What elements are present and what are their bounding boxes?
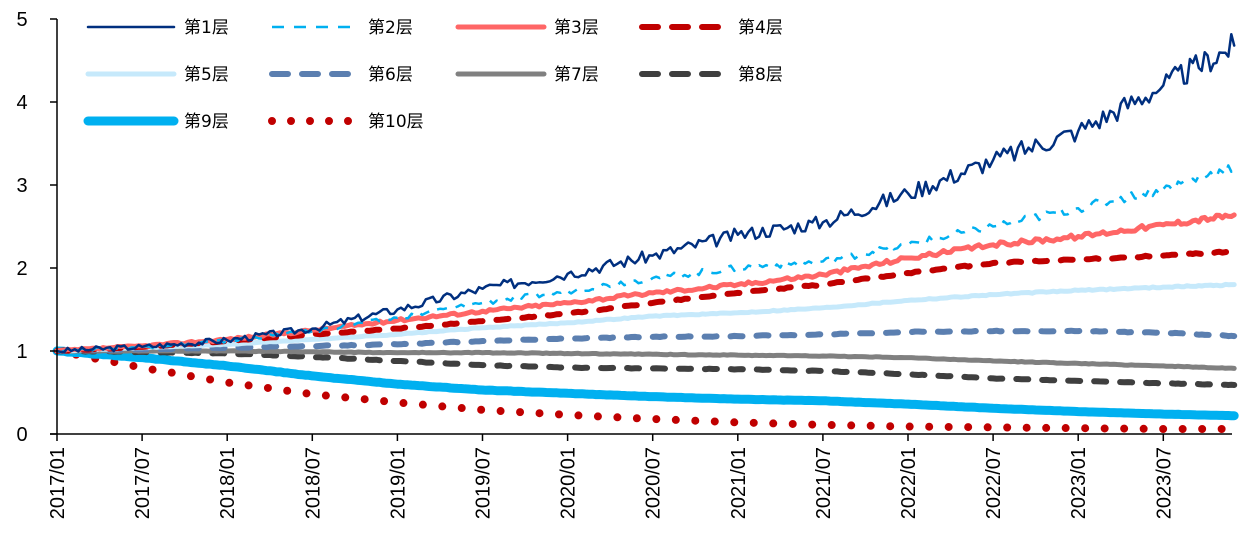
legend-label: 第7层 — [554, 65, 599, 85]
legend-item-6: 第6层 — [269, 65, 413, 85]
series-line-1 — [55, 32, 1236, 354]
series-line-2 — [56, 164, 1236, 354]
x-tick-label: 2023/07 — [1153, 447, 1175, 519]
y-tick-label: 5 — [16, 9, 27, 31]
x-tick-label: 2021/07 — [813, 447, 835, 519]
legend-label: 第10层 — [368, 112, 424, 132]
legend-label: 第3层 — [554, 18, 599, 38]
legend-item-5: 第5层 — [85, 65, 229, 85]
series-line-5 — [54, 281, 1237, 354]
series-layer — [52, 32, 1239, 433]
legend-item-7: 第7层 — [455, 65, 599, 85]
x-tick-label: 2023/01 — [1068, 447, 1090, 519]
legend-label: 第1层 — [184, 18, 229, 38]
legend-item-1: 第1层 — [86, 18, 229, 38]
x-tick-label: 2018/07 — [302, 447, 324, 519]
x-tick-label: 2021/01 — [728, 447, 750, 519]
x-tick-label: 2017/07 — [132, 447, 154, 519]
x-tick-label: 2018/01 — [217, 447, 239, 519]
x-tick-label: 2020/07 — [643, 447, 665, 519]
legend-item-10: 第10层 — [268, 112, 424, 132]
x-tick-label: 2019/01 — [387, 447, 409, 519]
x-tick-label: 2017/01 — [47, 447, 69, 519]
y-ticks: 0 1 2 3 4 5 — [16, 9, 57, 446]
series-line-8 — [54, 347, 1238, 388]
legend-item-8: 第8层 — [639, 65, 783, 85]
legend-label: 第4层 — [738, 18, 783, 38]
series-line-3 — [54, 212, 1237, 354]
legend-item-2: 第2层 — [272, 18, 413, 38]
legend-label: 第6层 — [368, 65, 413, 85]
x-tick-label: 2022/07 — [983, 447, 1005, 519]
axes — [50, 19, 1232, 435]
legend-item-9: 第9层 — [83, 112, 229, 132]
legend-label: 第9层 — [184, 112, 229, 132]
series-line-7 — [54, 348, 1237, 371]
x-tick-label: 2022/01 — [898, 447, 920, 519]
legend-label: 第2层 — [368, 18, 413, 38]
series-line-4 — [54, 248, 1238, 354]
series-line-10 — [53, 347, 1239, 433]
legend-label: 第5层 — [184, 65, 229, 85]
series-line-6 — [54, 327, 1238, 354]
y-tick-label: 2 — [16, 258, 27, 280]
x-tick-label: 2019/07 — [473, 447, 495, 519]
y-tick-label: 1 — [16, 341, 27, 363]
series-line-9 — [52, 346, 1239, 421]
x-tick-label: 2020/01 — [558, 447, 580, 519]
legend-item-4: 第4层 — [639, 18, 783, 38]
x-ticks: 2017/01 2017/07 2018/01 2018/07 2019/01 2019/… — [47, 434, 1175, 519]
legend-item-3: 第3层 — [455, 18, 599, 38]
y-tick-label: 0 — [16, 424, 27, 446]
legend-label: 第8层 — [738, 65, 783, 85]
y-tick-label: 3 — [16, 175, 27, 197]
y-tick-label: 4 — [16, 92, 27, 114]
